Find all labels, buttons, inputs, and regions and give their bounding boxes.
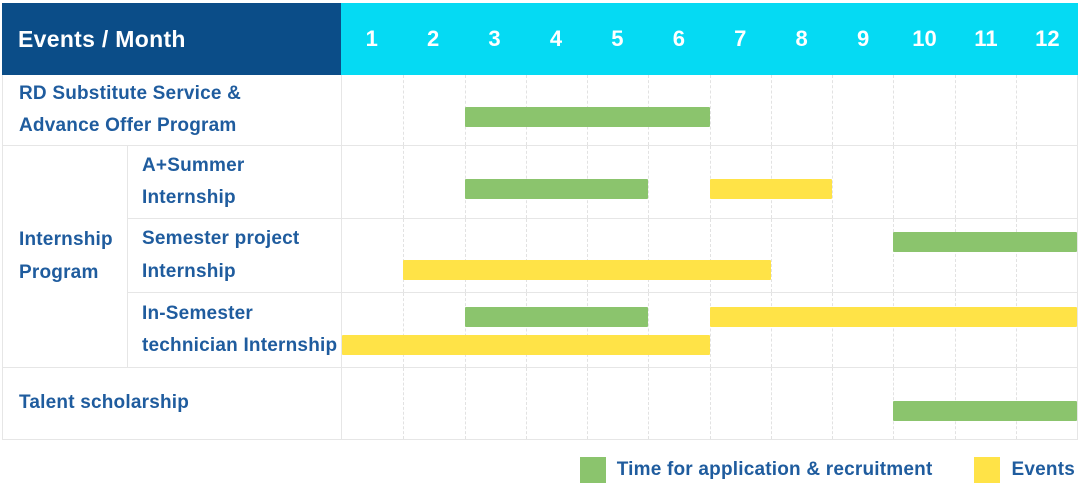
table-row: A+Summer Internship (128, 146, 1077, 219)
month-gridline (770, 293, 772, 367)
month-header-3: 3 (488, 26, 501, 51)
month-gridline (648, 219, 650, 292)
month-header-11: 11 (974, 26, 998, 51)
legend-item-events: Events (974, 457, 1075, 483)
chart-cell (342, 368, 1077, 439)
application-legend-swatch (579, 457, 606, 483)
month-gridline (770, 368, 772, 439)
event-period-bar (342, 334, 710, 355)
month-gridline (709, 293, 711, 367)
group-label-internship-program: Internship Program (3, 146, 128, 367)
event-period-bar (709, 179, 832, 200)
month-header-4: 4 (549, 26, 563, 51)
row-label-a-plus-summer: A+Summer Internship (128, 146, 342, 218)
table-row: Talent scholarship (3, 368, 1077, 439)
row-label-in-semester-technician: In-Semester technician Internship (128, 293, 342, 367)
month-gridline (954, 219, 956, 292)
month-header-row: 1 2 3 4 5 6 7 8 9 10 11 12 (341, 3, 1078, 75)
month-gridline (525, 368, 527, 439)
month-gridline (648, 293, 650, 367)
month-header-7: 7 (734, 26, 747, 51)
month-gridline (587, 368, 588, 439)
month-gridline (893, 146, 895, 218)
month-gridline (525, 293, 527, 367)
month-gridline (587, 219, 588, 292)
month-gridline (832, 293, 833, 367)
chart-cell (342, 219, 1077, 292)
application-period-bar (893, 400, 1077, 421)
internship-program-group: Internship Program A+Summer Internship S… (3, 146, 1077, 368)
group-rows: A+Summer Internship Semester project Int… (128, 146, 1077, 367)
event-period-bar (403, 260, 771, 281)
month-gridline (403, 293, 405, 367)
month-gridline (648, 368, 650, 439)
month-gridline (464, 293, 466, 367)
month-gridline (648, 146, 650, 218)
month-gridline (464, 368, 466, 439)
schedule-table: Events / Month 1 2 3 4 5 6 7 8 9 10 11 12 RD Substi… (2, 3, 1078, 440)
month-gridline (954, 75, 956, 145)
events-legend-swatch (974, 457, 1001, 483)
month-gridline (403, 368, 405, 439)
chart-cell (342, 75, 1077, 145)
month-header-6: 6 (672, 26, 685, 51)
month-gridline (1015, 293, 1017, 367)
month-gridline (832, 146, 833, 218)
month-gridline (403, 146, 405, 218)
row-label-talent-scholarship: Talent scholarship (3, 368, 342, 439)
month-header-5: 5 (611, 26, 624, 51)
month-gridline (464, 219, 466, 292)
month-gridline (770, 75, 772, 145)
table-row: In-Semester technician Internship (128, 293, 1077, 367)
month-gridline (709, 219, 711, 292)
month-gridline (893, 75, 895, 145)
month-gridline (525, 219, 527, 292)
chart-cell (342, 146, 1077, 218)
application-period-bar (464, 306, 649, 327)
month-header-9: 9 (856, 26, 870, 51)
row-label-semester-project: Semester project Internship (128, 219, 342, 292)
month-gridline (954, 146, 956, 218)
month-gridline (893, 293, 895, 367)
month-gridline (403, 219, 405, 292)
month-header-12: 12 (1035, 26, 1060, 51)
month-gridline (587, 293, 588, 367)
application-period-bar (464, 107, 710, 127)
month-gridline (770, 219, 772, 292)
month-gridline (1015, 146, 1017, 218)
month-gridline (832, 75, 833, 145)
application-legend-label: Time for application & recruitment (616, 459, 933, 480)
event-period-bar (709, 306, 1077, 327)
table-body: RD Substitute Service & Advance Offer Pr… (2, 75, 1078, 440)
month-gridline (893, 219, 895, 292)
month-gridline (709, 75, 711, 145)
month-gridline (832, 219, 833, 292)
month-gridline (1015, 219, 1017, 292)
month-gridline (1015, 75, 1017, 145)
month-gridline (709, 368, 711, 439)
chart-cell (342, 293, 1077, 367)
legend-item-application: Time for application & recruitment (579, 457, 933, 483)
month-header-1: 1 (365, 26, 378, 51)
events-month-header: Events / Month (2, 3, 341, 75)
month-gridline (832, 368, 833, 439)
application-period-bar (893, 232, 1077, 253)
month-header-10: 10 (912, 26, 937, 51)
month-gridline (954, 293, 956, 367)
legend: Time for application & recruitment Event… (579, 457, 1075, 483)
row-label-rd-substitute: RD Substitute Service & Advance Offer Pr… (3, 75, 342, 145)
table-row: Semester project Internship (128, 219, 1077, 293)
events-legend-label: Events (1011, 459, 1075, 480)
month-header-8: 8 (795, 26, 808, 51)
month-header-2: 2 (427, 26, 440, 51)
application-period-bar (464, 179, 649, 200)
month-gridline (403, 75, 405, 145)
table-row: RD Substitute Service & Advance Offer Pr… (3, 75, 1077, 146)
table-header-row: Events / Month 1 2 3 4 5 6 7 8 9 10 11 12 (2, 3, 1078, 75)
